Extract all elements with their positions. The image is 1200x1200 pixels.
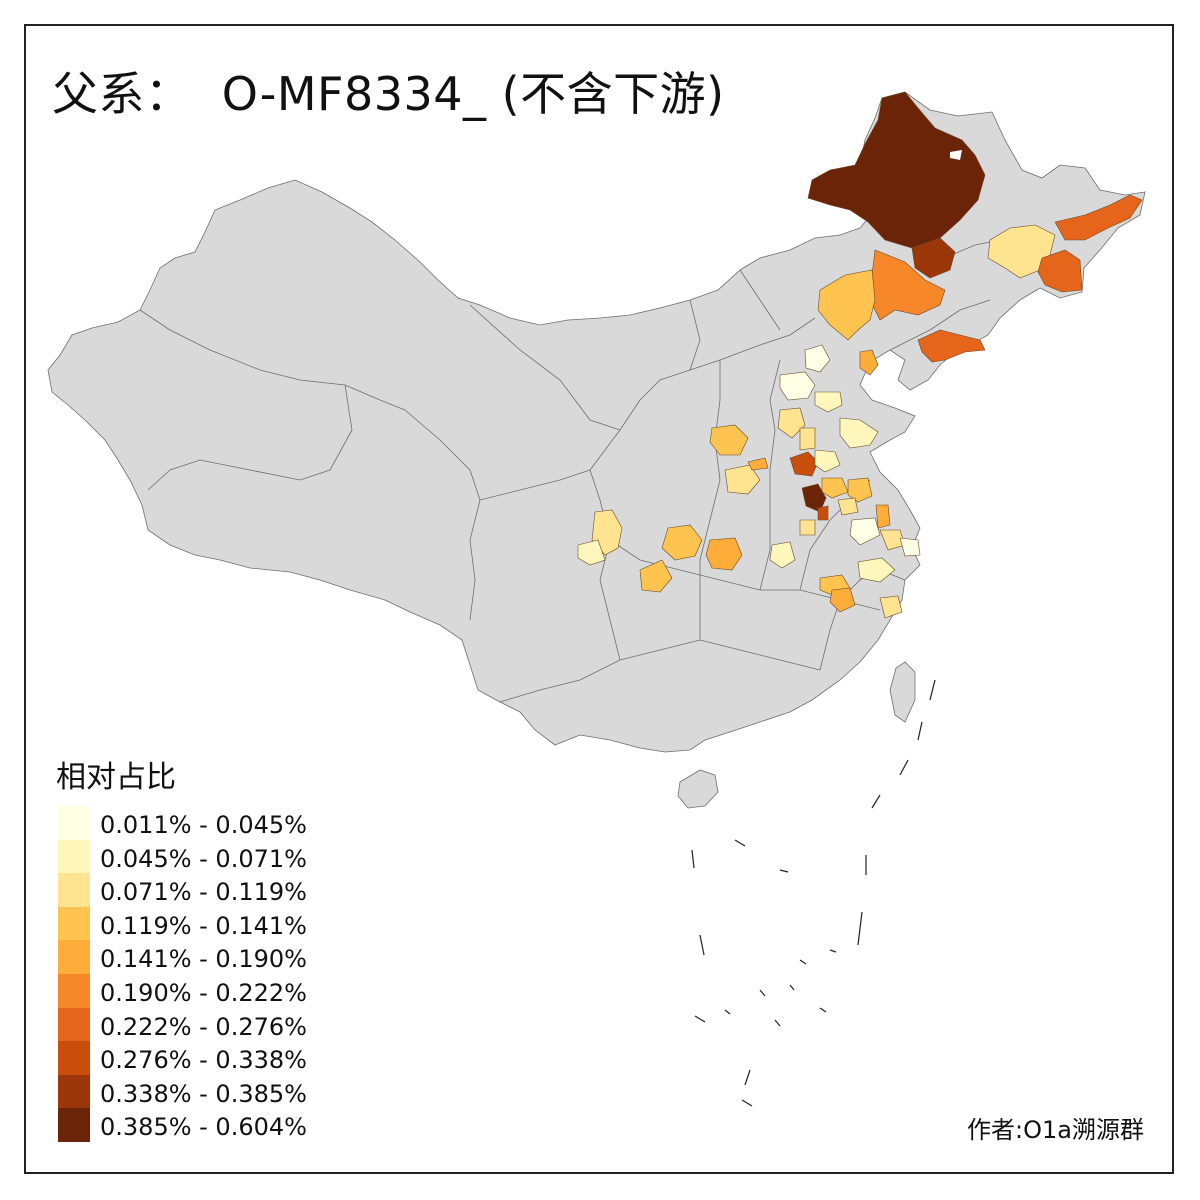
region-jining xyxy=(821,477,849,499)
region-liaoning-east xyxy=(917,329,986,363)
region-hanzhong xyxy=(705,537,743,571)
region-heze xyxy=(789,451,819,477)
legend-label: 0.222% - 0.276% xyxy=(100,1012,307,1041)
author-credit: 作者:O1a溯源群 xyxy=(967,1116,1144,1144)
region-zhangjiakou xyxy=(804,344,831,373)
region-dazhou xyxy=(639,559,673,593)
region-nanyang xyxy=(769,541,796,569)
legend-label: 0.119% - 0.141% xyxy=(100,911,307,940)
legend-title: 相对占比 xyxy=(56,760,176,795)
region-linyi xyxy=(847,477,873,503)
map-title: 父系： O-MF8334_ (不含下游) xyxy=(52,67,725,121)
region-xingan xyxy=(911,237,956,279)
region-xinyang xyxy=(799,519,816,536)
legend-swatch xyxy=(58,906,90,941)
legend-label: 0.190% - 0.222% xyxy=(100,978,307,1007)
legend-swatch xyxy=(58,839,90,874)
province-borders xyxy=(139,229,1041,703)
region-nantong xyxy=(899,537,921,557)
legend-swatch xyxy=(58,1074,90,1109)
region-ankang xyxy=(661,524,703,561)
hainan-island xyxy=(677,769,719,809)
region-xilingol xyxy=(817,269,876,341)
region-taiyuan xyxy=(709,424,749,456)
prefecture-layer xyxy=(577,91,1143,619)
legend-swatch xyxy=(58,873,90,907)
region-baoding xyxy=(779,371,816,401)
region-hangzhou xyxy=(857,557,896,583)
region-zhoukou xyxy=(817,505,829,521)
legend-label: 0.071% - 0.119% xyxy=(100,878,307,907)
south-sea-islands xyxy=(691,679,936,1107)
region-jiamusi xyxy=(1054,194,1143,241)
legend-swatch xyxy=(58,1007,90,1042)
legend-swatch xyxy=(58,940,90,974)
legend-label: 0.141% - 0.190% xyxy=(100,945,307,974)
region-xingtai xyxy=(799,427,816,451)
basemap xyxy=(47,91,1146,809)
legend-label: 0.045% - 0.071% xyxy=(100,844,307,873)
region-langfang xyxy=(814,391,843,413)
region-shijiazhuang xyxy=(777,407,806,439)
legend-swatch xyxy=(58,1041,90,1075)
legend-swatch xyxy=(58,973,90,1008)
region-jincheng xyxy=(747,457,769,471)
region-cangzhou xyxy=(839,417,879,449)
legend-label: 0.276% - 0.338% xyxy=(100,1046,307,1075)
legend-label: 0.338% - 0.385% xyxy=(100,1079,307,1108)
region-jinan xyxy=(814,449,841,473)
region-changzhi xyxy=(724,464,761,495)
legend-label: 0.385% - 0.604% xyxy=(100,1113,307,1142)
region-tangshan xyxy=(859,349,879,376)
region-bengbu xyxy=(849,517,881,546)
region-hulunbuir-lake xyxy=(950,150,962,160)
taiwan-island xyxy=(889,661,916,723)
legend-swatch xyxy=(58,1108,90,1142)
region-jinhua xyxy=(879,595,903,619)
region-suqian xyxy=(875,504,891,529)
region-xuzhou xyxy=(837,497,859,516)
legend-swatch xyxy=(58,806,90,840)
region-shangqiu xyxy=(801,483,827,513)
region-mudanjiang xyxy=(1037,249,1083,293)
legend-label: 0.011% - 0.045% xyxy=(100,811,307,839)
region-hulunbuir xyxy=(807,91,986,249)
region-ganzi xyxy=(577,539,606,566)
region-nanchang xyxy=(829,587,856,613)
